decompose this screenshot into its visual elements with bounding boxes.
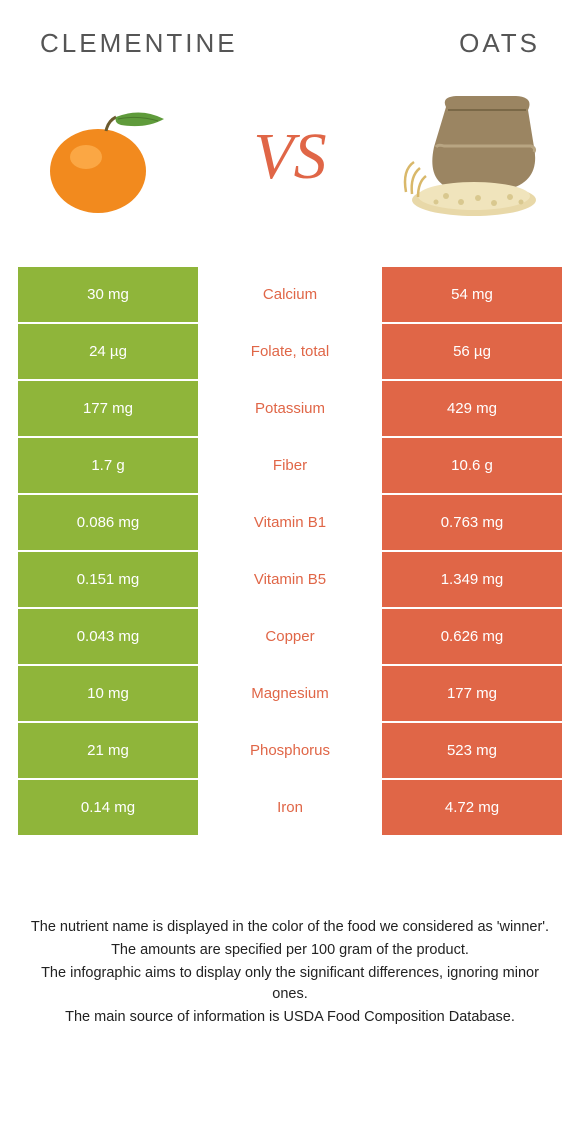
left-value-cell: 21 mg bbox=[18, 723, 198, 778]
left-value-cell: 30 mg bbox=[18, 267, 198, 322]
nutrient-label-cell: Copper bbox=[198, 609, 382, 664]
right-value-cell: 523 mg bbox=[382, 723, 562, 778]
footnote-line: The nutrient name is displayed in the co… bbox=[24, 917, 556, 938]
footnote-line: The main source of information is USDA F… bbox=[24, 1007, 556, 1028]
oats-icon bbox=[396, 92, 551, 222]
left-value-cell: 0.14 mg bbox=[18, 780, 198, 835]
right-value-cell: 56 µg bbox=[382, 324, 562, 379]
header-row: CLEMENTINE OATS bbox=[18, 28, 562, 59]
left-food-title: CLEMENTINE bbox=[40, 28, 238, 59]
left-value-cell: 0.151 mg bbox=[18, 552, 198, 607]
nutrient-label-cell: Vitamin B1 bbox=[198, 495, 382, 550]
right-value-cell: 0.763 mg bbox=[382, 495, 562, 550]
nutrient-label-cell: Phosphorus bbox=[198, 723, 382, 778]
table-row: 1.7 gFiber10.6 g bbox=[18, 438, 562, 495]
right-value-cell: 54 mg bbox=[382, 267, 562, 322]
nutrient-label-cell: Fiber bbox=[198, 438, 382, 493]
nutrient-label-cell: Potassium bbox=[198, 381, 382, 436]
table-row: 177 mgPotassium429 mg bbox=[18, 381, 562, 438]
right-value-cell: 0.626 mg bbox=[382, 609, 562, 664]
table-row: 0.086 mgVitamin B10.763 mg bbox=[18, 495, 562, 552]
nutrient-label-cell: Vitamin B5 bbox=[198, 552, 382, 607]
footnotes: The nutrient name is displayed in the co… bbox=[18, 917, 562, 1028]
left-value-cell: 177 mg bbox=[18, 381, 198, 436]
nutrient-label-cell: Iron bbox=[198, 780, 382, 835]
left-value-cell: 10 mg bbox=[18, 666, 198, 721]
left-value-cell: 0.086 mg bbox=[18, 495, 198, 550]
left-value-cell: 0.043 mg bbox=[18, 609, 198, 664]
oats-image bbox=[394, 92, 554, 222]
table-row: 10 mgMagnesium177 mg bbox=[18, 666, 562, 723]
vs-label: VS bbox=[253, 119, 326, 195]
left-value-cell: 24 µg bbox=[18, 324, 198, 379]
left-value-cell: 1.7 g bbox=[18, 438, 198, 493]
right-food-title: OATS bbox=[459, 28, 540, 59]
right-value-cell: 10.6 g bbox=[382, 438, 562, 493]
table-row: 21 mgPhosphorus523 mg bbox=[18, 723, 562, 780]
right-value-cell: 177 mg bbox=[382, 666, 562, 721]
clementine-icon bbox=[36, 97, 176, 217]
clementine-image bbox=[26, 92, 186, 222]
right-value-cell: 4.72 mg bbox=[382, 780, 562, 835]
footnote-line: The amounts are specified per 100 gram o… bbox=[24, 940, 556, 961]
footnote-line: The infographic aims to display only the… bbox=[24, 963, 556, 1005]
table-row: 0.043 mgCopper0.626 mg bbox=[18, 609, 562, 666]
nutrient-label-cell: Calcium bbox=[198, 267, 382, 322]
images-row: VS bbox=[18, 87, 562, 227]
table-row: 0.14 mgIron4.72 mg bbox=[18, 780, 562, 837]
nutrient-label-cell: Magnesium bbox=[198, 666, 382, 721]
table-row: 24 µgFolate, total56 µg bbox=[18, 324, 562, 381]
table-row: 0.151 mgVitamin B51.349 mg bbox=[18, 552, 562, 609]
nutrient-label-cell: Folate, total bbox=[198, 324, 382, 379]
right-value-cell: 1.349 mg bbox=[382, 552, 562, 607]
nutrient-table: 30 mgCalcium54 mg24 µgFolate, total56 µg… bbox=[18, 267, 562, 837]
right-value-cell: 429 mg bbox=[382, 381, 562, 436]
table-row: 30 mgCalcium54 mg bbox=[18, 267, 562, 324]
